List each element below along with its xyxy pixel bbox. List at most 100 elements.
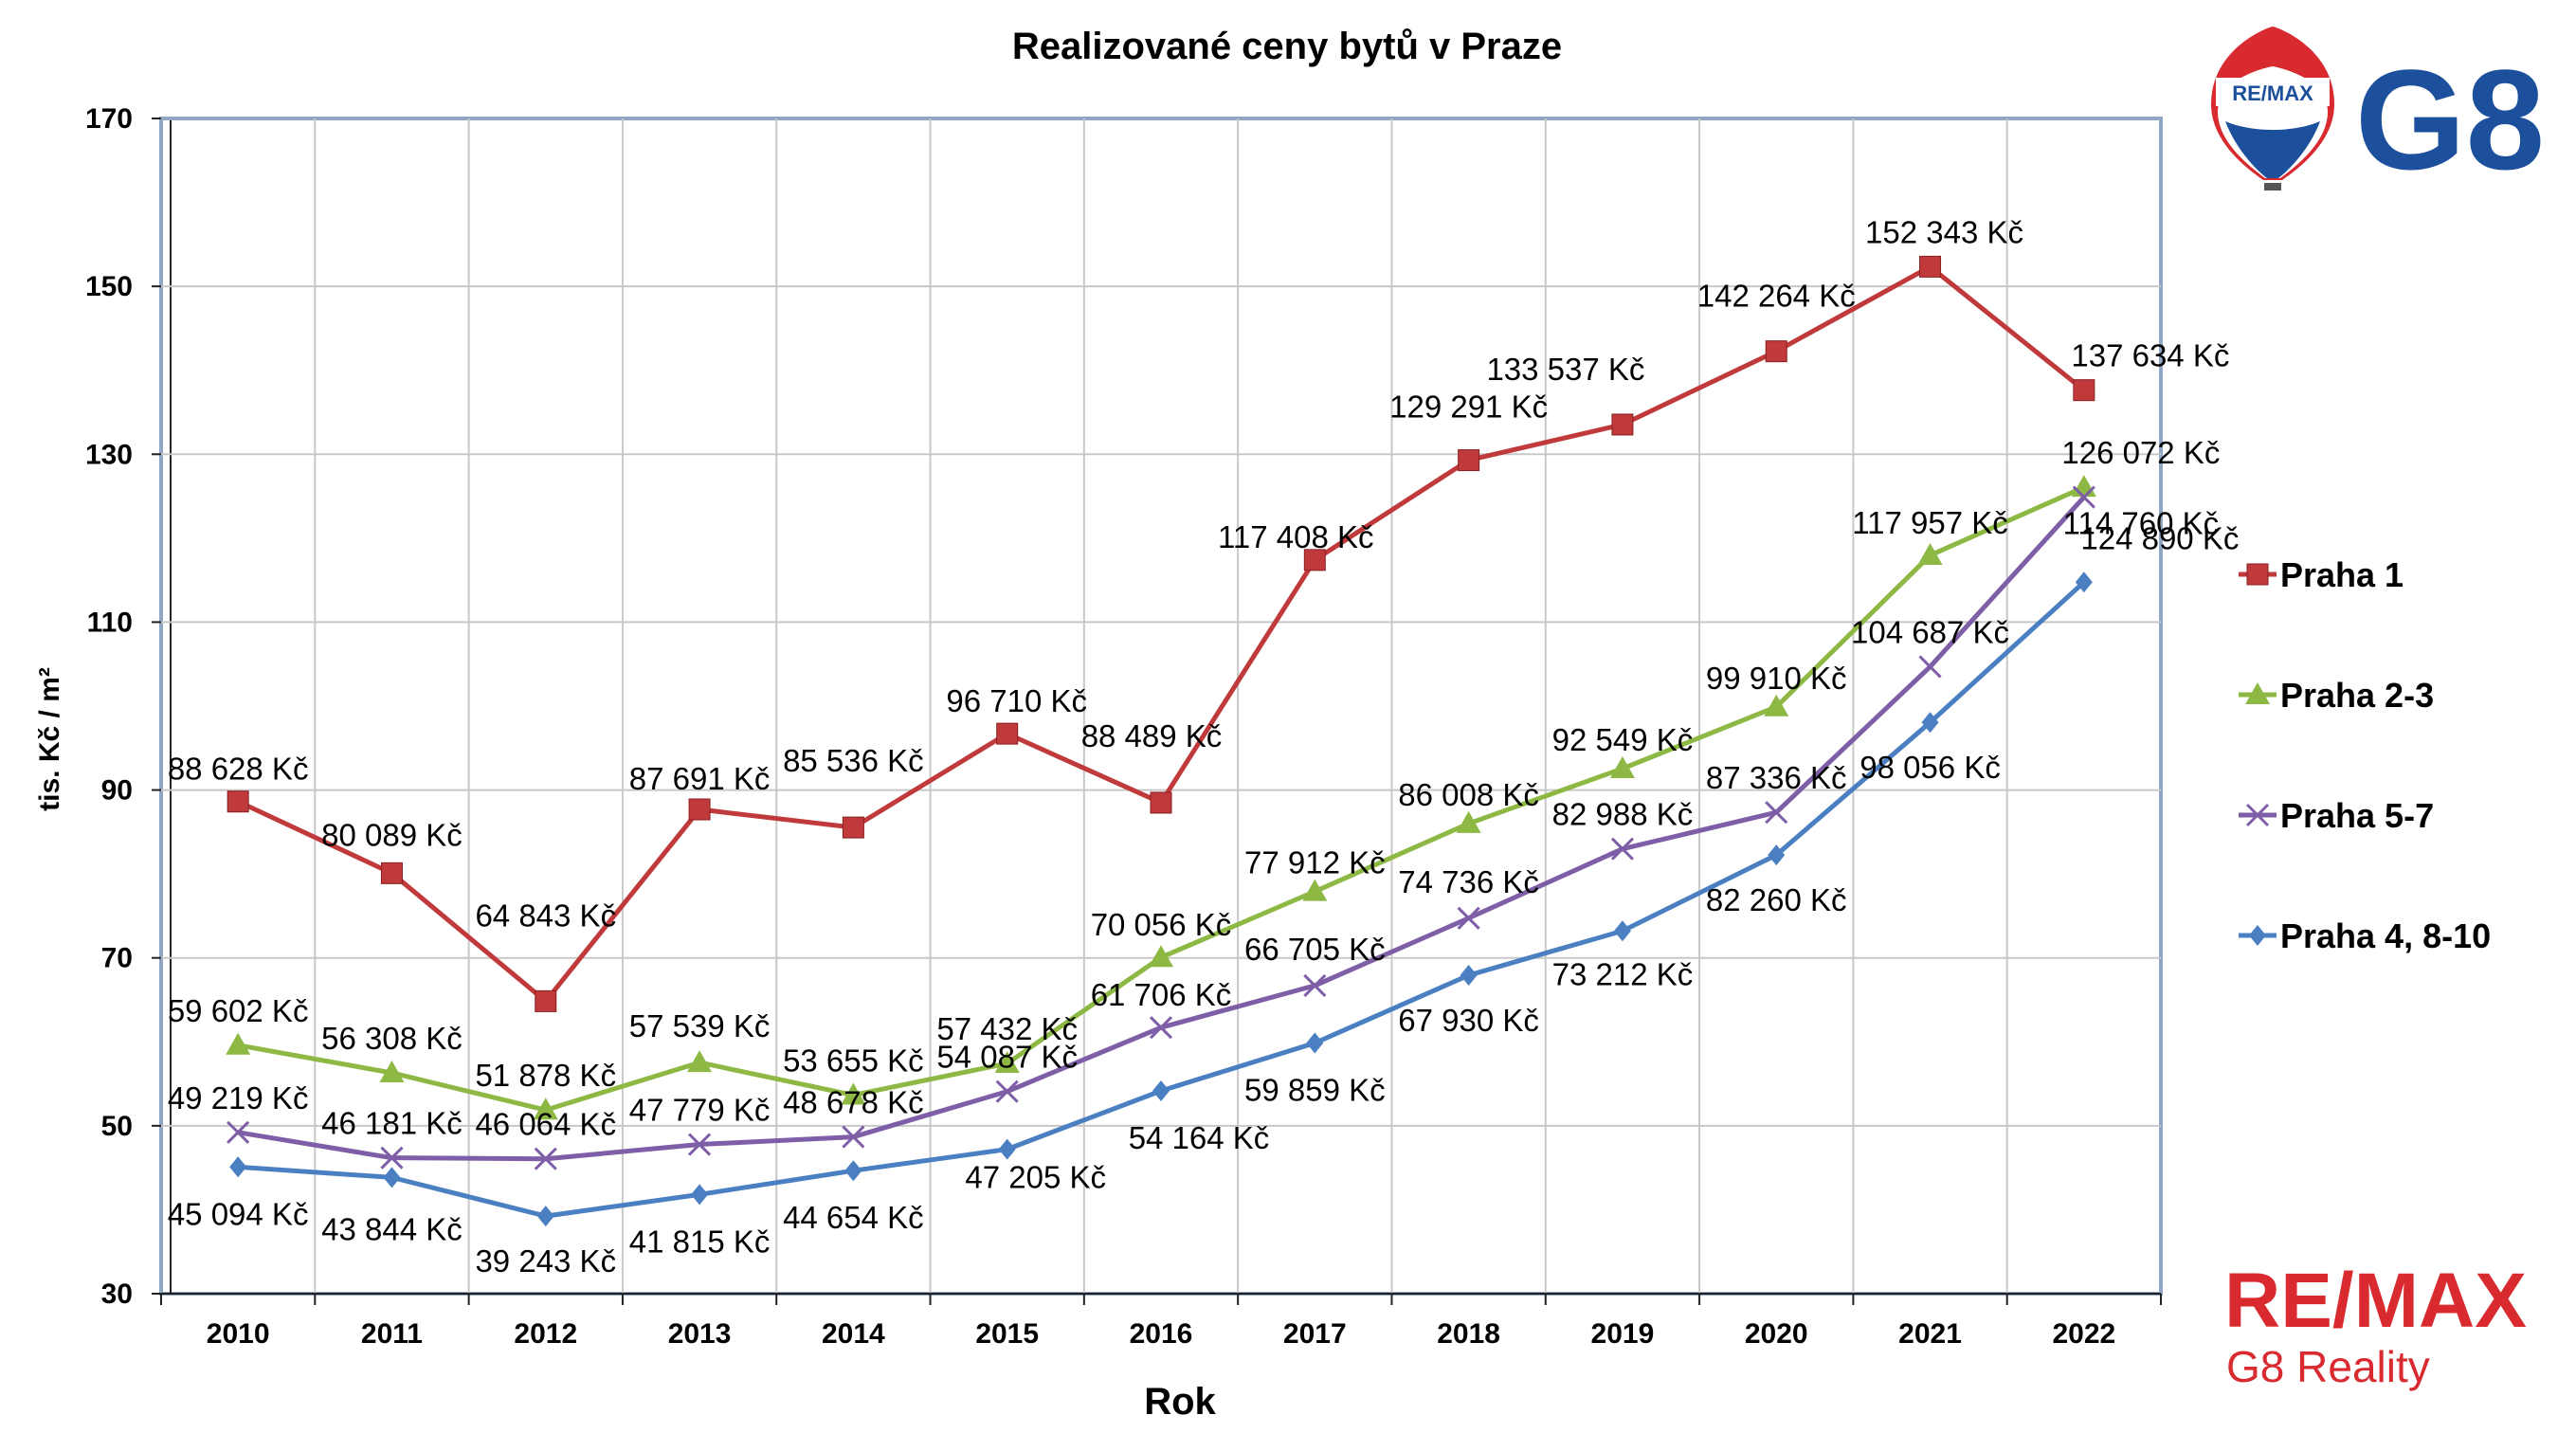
data-label: 88 489 Kč [1081, 718, 1223, 753]
logo-bottom-company: G8 Reality [2226, 1342, 2430, 1391]
data-point [996, 722, 1019, 745]
data-label: 61 706 Kč [1091, 977, 1232, 1012]
chart-title: Realizované ceny bytů v Praze [1012, 26, 1562, 67]
data-label: 104 687 Kč [1851, 614, 2009, 649]
data-label: 46 181 Kč [321, 1106, 463, 1141]
data-point [227, 790, 249, 813]
data-label: 126 072 Kč [2061, 435, 2220, 470]
data-label: 41 815 Kč [629, 1224, 771, 1259]
data-point [1611, 413, 1634, 436]
x-axis-title: Rok [1144, 1381, 1216, 1423]
balloon-icon: RE/MAX [2211, 27, 2334, 190]
data-label: 43 844 Kč [321, 1211, 463, 1246]
data-label: 53 655 Kč [783, 1043, 924, 1078]
data-point [1457, 906, 1480, 930]
data-point [995, 1079, 1019, 1103]
data-label: 59 602 Kč [168, 993, 309, 1028]
x-tick-label: 2013 [668, 1318, 732, 1350]
data-label: 133 537 Kč [1486, 352, 1644, 387]
legend-label: Praha 5-7 [2280, 796, 2434, 835]
x-tick-label: 2010 [207, 1318, 270, 1350]
data-label: 152 343 Kč [1865, 214, 2023, 249]
data-label: 66 705 Kč [1244, 932, 1386, 967]
x-tick-label: 2018 [1437, 1318, 1500, 1350]
y-tick-label: 70 [101, 943, 133, 974]
legend-marker [2246, 563, 2269, 586]
logo-bottom-brand: RE/MAX [2224, 1258, 2527, 1344]
data-label: 98 056 Kč [1859, 750, 2001, 785]
data-point [691, 1184, 709, 1206]
data-label: 87 336 Kč [1706, 760, 1847, 795]
legend-label: Praha 2-3 [2280, 676, 2434, 715]
data-point [379, 1060, 405, 1082]
data-point [842, 816, 864, 839]
data-label: 46 064 Kč [475, 1107, 616, 1142]
x-tick-label: 2017 [1283, 1318, 1347, 1350]
y-tick-label: 30 [101, 1279, 133, 1310]
y-tick-label: 150 [85, 271, 133, 302]
data-point [842, 1125, 865, 1149]
data-point [1460, 965, 1478, 987]
data-point [380, 862, 403, 884]
x-tick-label: 2011 [361, 1318, 423, 1350]
data-point [1917, 542, 1943, 565]
data-point [1303, 549, 1326, 571]
data-point [1765, 340, 1787, 363]
data-label: 57 539 Kč [629, 1008, 771, 1043]
data-label: 117 957 Kč [1852, 505, 2008, 540]
data-point [1152, 1079, 1170, 1101]
data-label: 70 056 Kč [1091, 907, 1232, 942]
data-label: 92 549 Kč [1552, 722, 1694, 757]
data-label: 124 890 Kč [2080, 521, 2239, 556]
data-point [2072, 485, 2095, 509]
legend-item: Praha 4, 8-10 [2239, 916, 2491, 955]
data-point [229, 1156, 247, 1178]
data-point [227, 1120, 250, 1144]
data-label: 64 843 Kč [475, 898, 616, 933]
data-point [1150, 791, 1172, 814]
legend-marker [2249, 925, 2266, 946]
data-point [1613, 920, 1631, 942]
data-label: 80 089 Kč [321, 817, 463, 852]
data-point [687, 1050, 713, 1073]
data-label: 48 678 Kč [783, 1085, 924, 1120]
data-point [1609, 755, 1635, 778]
legend-item: Praha 2-3 [2239, 676, 2434, 715]
data-label: 59 859 Kč [1244, 1073, 1386, 1108]
series-markers [226, 255, 2096, 1227]
data-point [1149, 945, 1173, 968]
data-point [383, 1167, 401, 1188]
data-point [380, 1146, 404, 1170]
data-point [844, 1160, 862, 1182]
data-label: 47 779 Kč [629, 1093, 771, 1128]
data-label: 47 205 Kč [965, 1160, 1106, 1195]
data-point [535, 989, 557, 1012]
y-tick-label: 50 [101, 1111, 133, 1142]
data-point [1302, 879, 1328, 901]
data-point [994, 1051, 1020, 1074]
data-point [1921, 712, 1939, 734]
data-label: 73 212 Kč [1552, 956, 1694, 991]
data-label: 44 654 Kč [783, 1200, 924, 1235]
data-label: 49 219 Kč [168, 1080, 309, 1116]
data-label: 51 878 Kč [475, 1058, 616, 1093]
y-tick-label: 170 [85, 103, 133, 135]
data-point [1456, 810, 1481, 833]
data-point [688, 798, 711, 821]
data-label: 96 710 Kč [946, 683, 1087, 718]
x-tick-label: 2021 [1898, 1318, 1962, 1350]
data-point [1306, 1032, 1324, 1054]
data-point [688, 1133, 712, 1156]
data-label: 74 736 Kč [1398, 864, 1539, 899]
data-label: 99 910 Kč [1706, 661, 1847, 696]
data-point [1768, 844, 1786, 866]
data-label: 56 308 Kč [321, 1021, 463, 1056]
data-labels: 88 628 Kč 80 089 Kč 64 843 Kč 87 691 Kč 85 5… [168, 214, 2239, 1279]
y-tick-label: 110 [87, 607, 133, 638]
data-label: 85 536 Kč [783, 743, 924, 778]
data-point [1610, 837, 1634, 861]
data-point [1149, 1016, 1173, 1040]
data-label: 82 988 Kč [1552, 797, 1694, 832]
legend-label: Praha 4, 8-10 [2280, 916, 2491, 955]
